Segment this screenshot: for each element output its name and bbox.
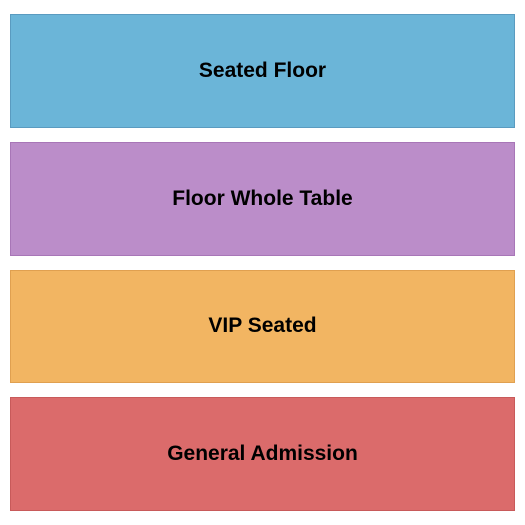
section-label: VIP Seated (208, 314, 316, 338)
section-label: Seated Floor (199, 59, 326, 83)
section-vip-seated: VIP Seated (10, 270, 515, 384)
section-label: Floor Whole Table (172, 187, 352, 211)
section-seated-floor: Seated Floor (10, 14, 515, 128)
section-label: General Admission (167, 442, 358, 466)
section-floor-whole-table: Floor Whole Table (10, 142, 515, 256)
seating-chart-container: Seated Floor Floor Whole Table VIP Seate… (10, 14, 515, 511)
section-general-admission: General Admission (10, 397, 515, 511)
